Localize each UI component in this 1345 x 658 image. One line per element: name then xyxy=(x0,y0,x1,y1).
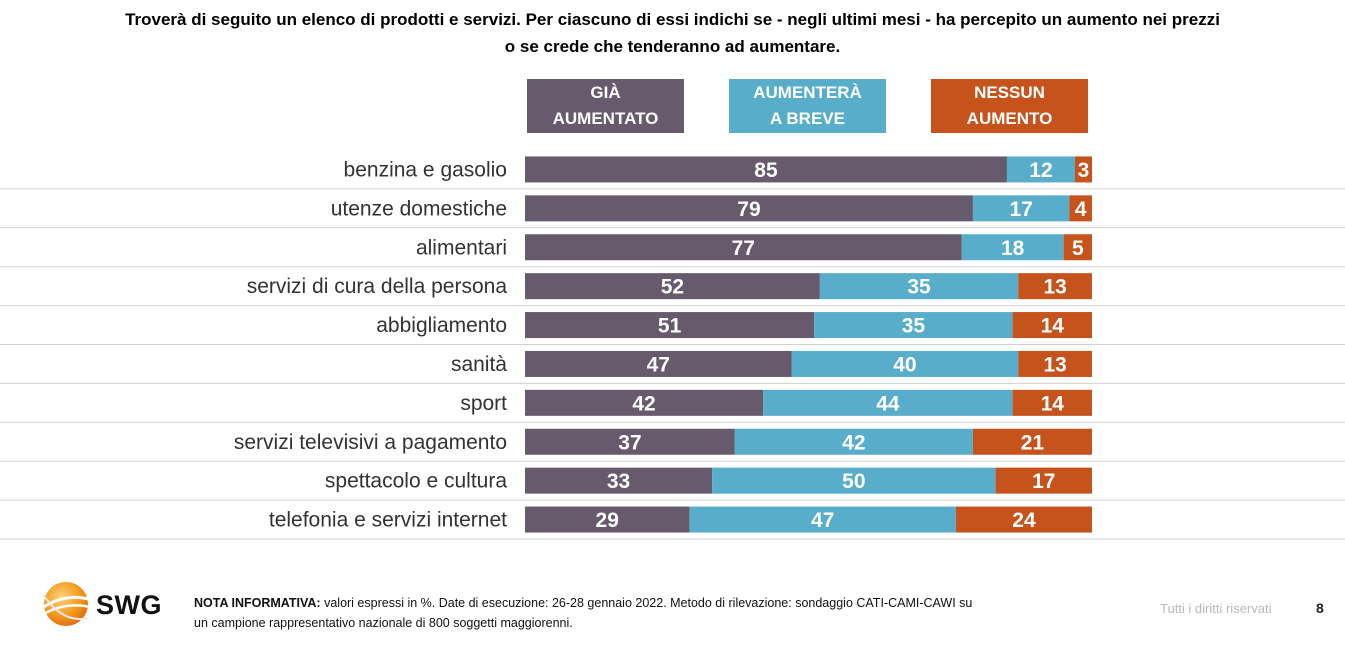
category-label: telefonia e servizi internet xyxy=(269,509,507,532)
rights-text: Tutti i diritti riservati xyxy=(1160,601,1272,616)
data-label: 40 xyxy=(893,353,916,376)
legend-nessun-line2: AUMENTO xyxy=(966,109,1053,128)
data-label: 77 xyxy=(732,237,755,260)
note-label: NOTA INFORMATIVA: xyxy=(194,596,321,610)
bar-segment xyxy=(1074,156,1092,183)
data-label: 3 xyxy=(1078,159,1090,182)
bar-segment xyxy=(763,389,1013,416)
data-label: 14 xyxy=(1041,315,1065,338)
legend-aumentera-line2: A BREVE xyxy=(770,109,845,128)
legend-aumentera-line1: AUMENTERÀ xyxy=(753,83,862,102)
bar-segment xyxy=(1012,312,1092,339)
bar-segment xyxy=(525,273,820,300)
data-label: 85 xyxy=(754,159,778,182)
bar-segment xyxy=(819,273,1019,300)
bar-segment xyxy=(955,506,1092,533)
title-line-1: Troverà di seguito un elenco di prodotti… xyxy=(125,10,1220,29)
data-label: 24 xyxy=(1012,509,1036,532)
legend-gia-aumentato: GIÀ AUMENTATO xyxy=(527,79,684,133)
bar-segment xyxy=(525,506,690,533)
bar-segment xyxy=(961,234,1064,261)
bar-segment xyxy=(525,195,973,222)
bar-segment xyxy=(1069,195,1092,222)
data-label: 29 xyxy=(596,509,619,532)
category-label: alimentari xyxy=(416,236,507,259)
data-label: 33 xyxy=(607,470,630,493)
data-label: 12 xyxy=(1029,159,1052,182)
bar-segment xyxy=(689,506,956,533)
bar-segment xyxy=(525,312,815,339)
category-label: servizi televisivi a pagamento xyxy=(234,431,507,454)
bar-segment xyxy=(1063,234,1092,261)
bar-segment xyxy=(972,428,1092,455)
bar-segment xyxy=(814,312,1013,339)
footnote: NOTA INFORMATIVA: valori espressi in %. … xyxy=(194,593,1074,633)
legend-nessun-line1: NESSUN xyxy=(974,83,1045,102)
legend-nessun-aumento: NESSUN AUMENTO xyxy=(931,79,1088,133)
legend-gia-line2: AUMENTATO xyxy=(552,109,659,128)
data-label: 47 xyxy=(811,509,834,532)
data-label: 47 xyxy=(647,353,670,376)
swg-logo-icon xyxy=(39,582,95,626)
stacked-bar-chart: benzina e gasolio 85 12 3 utenze domestiche 7… xyxy=(0,156,1345,540)
legend-gia-line1: GIÀ xyxy=(590,83,621,102)
category-label: benzina e gasolio xyxy=(344,158,507,181)
bar-segment xyxy=(525,389,764,416)
data-label: 52 xyxy=(661,276,684,299)
bar-segment xyxy=(1018,273,1092,300)
note-line-2: un campione rappresentativo nazionale di… xyxy=(194,616,573,630)
category-label: abbigliamento xyxy=(376,314,507,337)
data-label: 37 xyxy=(618,431,641,454)
bar-segment xyxy=(972,195,1070,222)
data-label: 13 xyxy=(1043,276,1066,299)
bar-segment xyxy=(734,428,973,455)
data-label: 17 xyxy=(1009,198,1032,221)
title-line-2: o se crede che tenderanno ad aumentare. xyxy=(504,37,841,56)
data-label: 14 xyxy=(1041,392,1065,415)
bar-segment xyxy=(791,350,1019,377)
data-label: 42 xyxy=(842,431,865,454)
data-label: 44 xyxy=(876,392,900,415)
bar-segment xyxy=(1006,156,1075,183)
data-label: 4 xyxy=(1075,198,1087,221)
category-label: sport xyxy=(460,392,507,415)
data-label: 17 xyxy=(1032,470,1055,493)
category-label: utenze domestiche xyxy=(331,197,507,220)
data-label: 18 xyxy=(1001,237,1025,260)
bar-segment xyxy=(995,467,1092,494)
data-label: 21 xyxy=(1021,431,1045,454)
bar-segment xyxy=(1018,350,1092,377)
bar-segment xyxy=(525,428,735,455)
data-label: 51 xyxy=(658,315,682,338)
data-label: 35 xyxy=(902,315,926,338)
bar-segment xyxy=(712,467,996,494)
page-number: 8 xyxy=(1316,600,1324,616)
bar-segment xyxy=(525,234,962,261)
legend-aumentera-a-breve: AUMENTERÀ A BREVE xyxy=(729,79,886,133)
data-label: 35 xyxy=(907,276,931,299)
category-label: spettacolo e cultura xyxy=(325,470,507,493)
bar-segment xyxy=(525,350,792,377)
data-label: 13 xyxy=(1043,353,1066,376)
bar-segment xyxy=(525,467,713,494)
category-label: sanità xyxy=(451,353,507,376)
bar-segment xyxy=(1012,389,1092,416)
data-label: 50 xyxy=(842,470,865,493)
data-label: 79 xyxy=(737,198,760,221)
bar-segment xyxy=(525,156,1007,183)
chart-title: Troverà di seguito un elenco di prodotti… xyxy=(60,6,1285,60)
note-line-1: valori espressi in %. Date di esecuzione… xyxy=(324,596,973,610)
data-label: 42 xyxy=(632,392,655,415)
data-label: 5 xyxy=(1072,237,1084,260)
logo-text: SWG xyxy=(96,590,162,620)
category-label: servizi di cura della persona xyxy=(247,275,508,298)
